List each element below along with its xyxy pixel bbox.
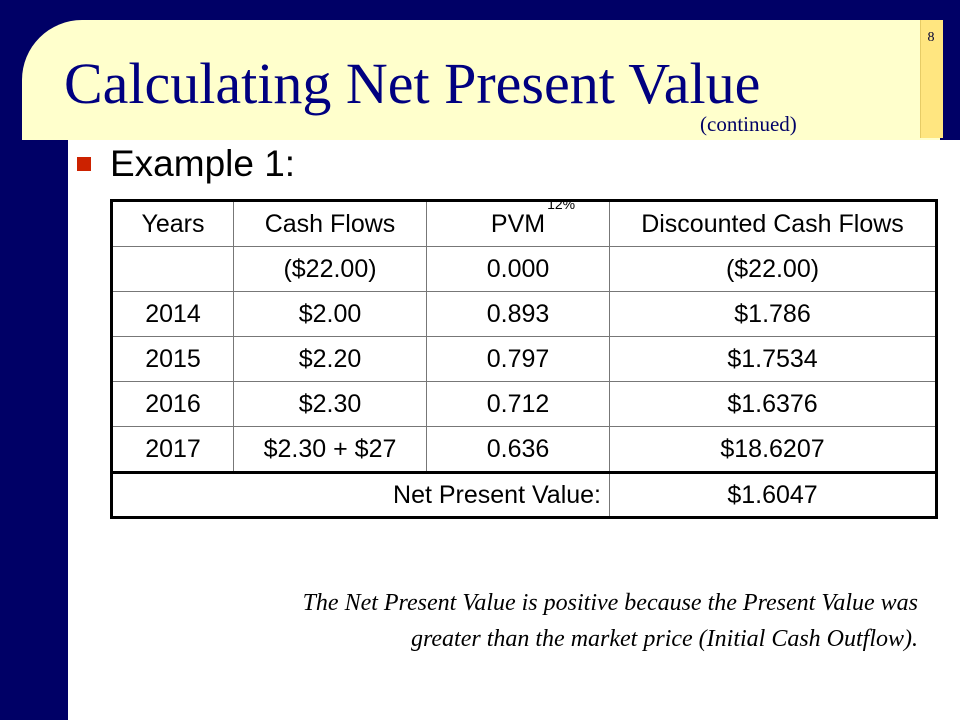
cell-pvm: 0.893 [426,291,610,337]
cell-year [111,246,234,292]
cell-cash-flow: $2.30 [233,381,427,427]
cell-pvm: 0.636 [426,426,610,473]
cell-discounted: $1.6376 [609,381,937,427]
header-pvm-wrap: PVM 12% [490,196,575,239]
slide-number: 8 [927,30,935,45]
cell-year: 2016 [111,381,234,427]
cell-discounted: $1.786 [609,291,937,337]
cell-year: 2014 [111,291,234,337]
cell-cash-flow: $2.30 + $27 [233,426,427,473]
cell-discounted: $18.6207 [609,426,937,473]
cell-year: 2015 [111,336,234,382]
table-row: ($22.00) 0.000 ($22.00) [111,246,937,292]
header-years: Years [111,200,234,247]
npv-table: Years Cash Flows PVM 12% Discounted Cash… [110,196,938,519]
title-edge-strip [920,20,943,138]
table-row: 2017 $2.30 + $27 0.636 $18.6207 [111,426,937,473]
header-pvm-label: PVM [490,209,546,238]
table-row: 2014 $2.00 0.893 $1.786 [111,291,937,337]
cell-pvm: 0.712 [426,381,610,427]
cell-discounted: $1.7534 [609,336,937,382]
npv-total-value: $1.6047 [609,471,937,518]
bullet-square-icon [77,157,91,171]
footnote-line-1: The Net Present Value is positive becaus… [302,590,918,616]
bullet-text: Example 1: [110,143,296,184]
table-row: 2015 $2.20 0.797 $1.7534 [111,336,937,382]
header-pvm: PVM 12% [426,196,610,247]
header-cash-flows: Cash Flows [233,200,427,247]
footnote-line-2: greater than the market price (Initial C… [410,626,918,652]
footnote: The Net Present Value is positive becaus… [98,585,918,657]
table-row: 2016 $2.30 0.712 $1.6376 [111,381,937,427]
cell-year: 2017 [111,426,234,473]
table-header-row: Years Cash Flows PVM 12% Discounted Cash… [111,196,937,247]
page-title: Calculating Net Present Value [64,51,761,116]
table-total-row: Net Present Value: $1.6047 [111,471,937,518]
cell-cash-flow: $2.00 [233,291,427,337]
npv-total-label: Net Present Value: [111,471,610,518]
cell-cash-flow: ($22.00) [233,246,427,292]
cell-discounted: ($22.00) [609,246,937,292]
title-band [22,20,940,140]
cell-pvm: 0.797 [426,336,610,382]
header-pvm-rate: 12% [547,195,576,212]
cell-cash-flow: $2.20 [233,336,427,382]
page-subtitle: (continued) [700,112,797,136]
header-discounted-cash-flows: Discounted Cash Flows [609,200,937,247]
cell-pvm: 0.000 [426,246,610,292]
